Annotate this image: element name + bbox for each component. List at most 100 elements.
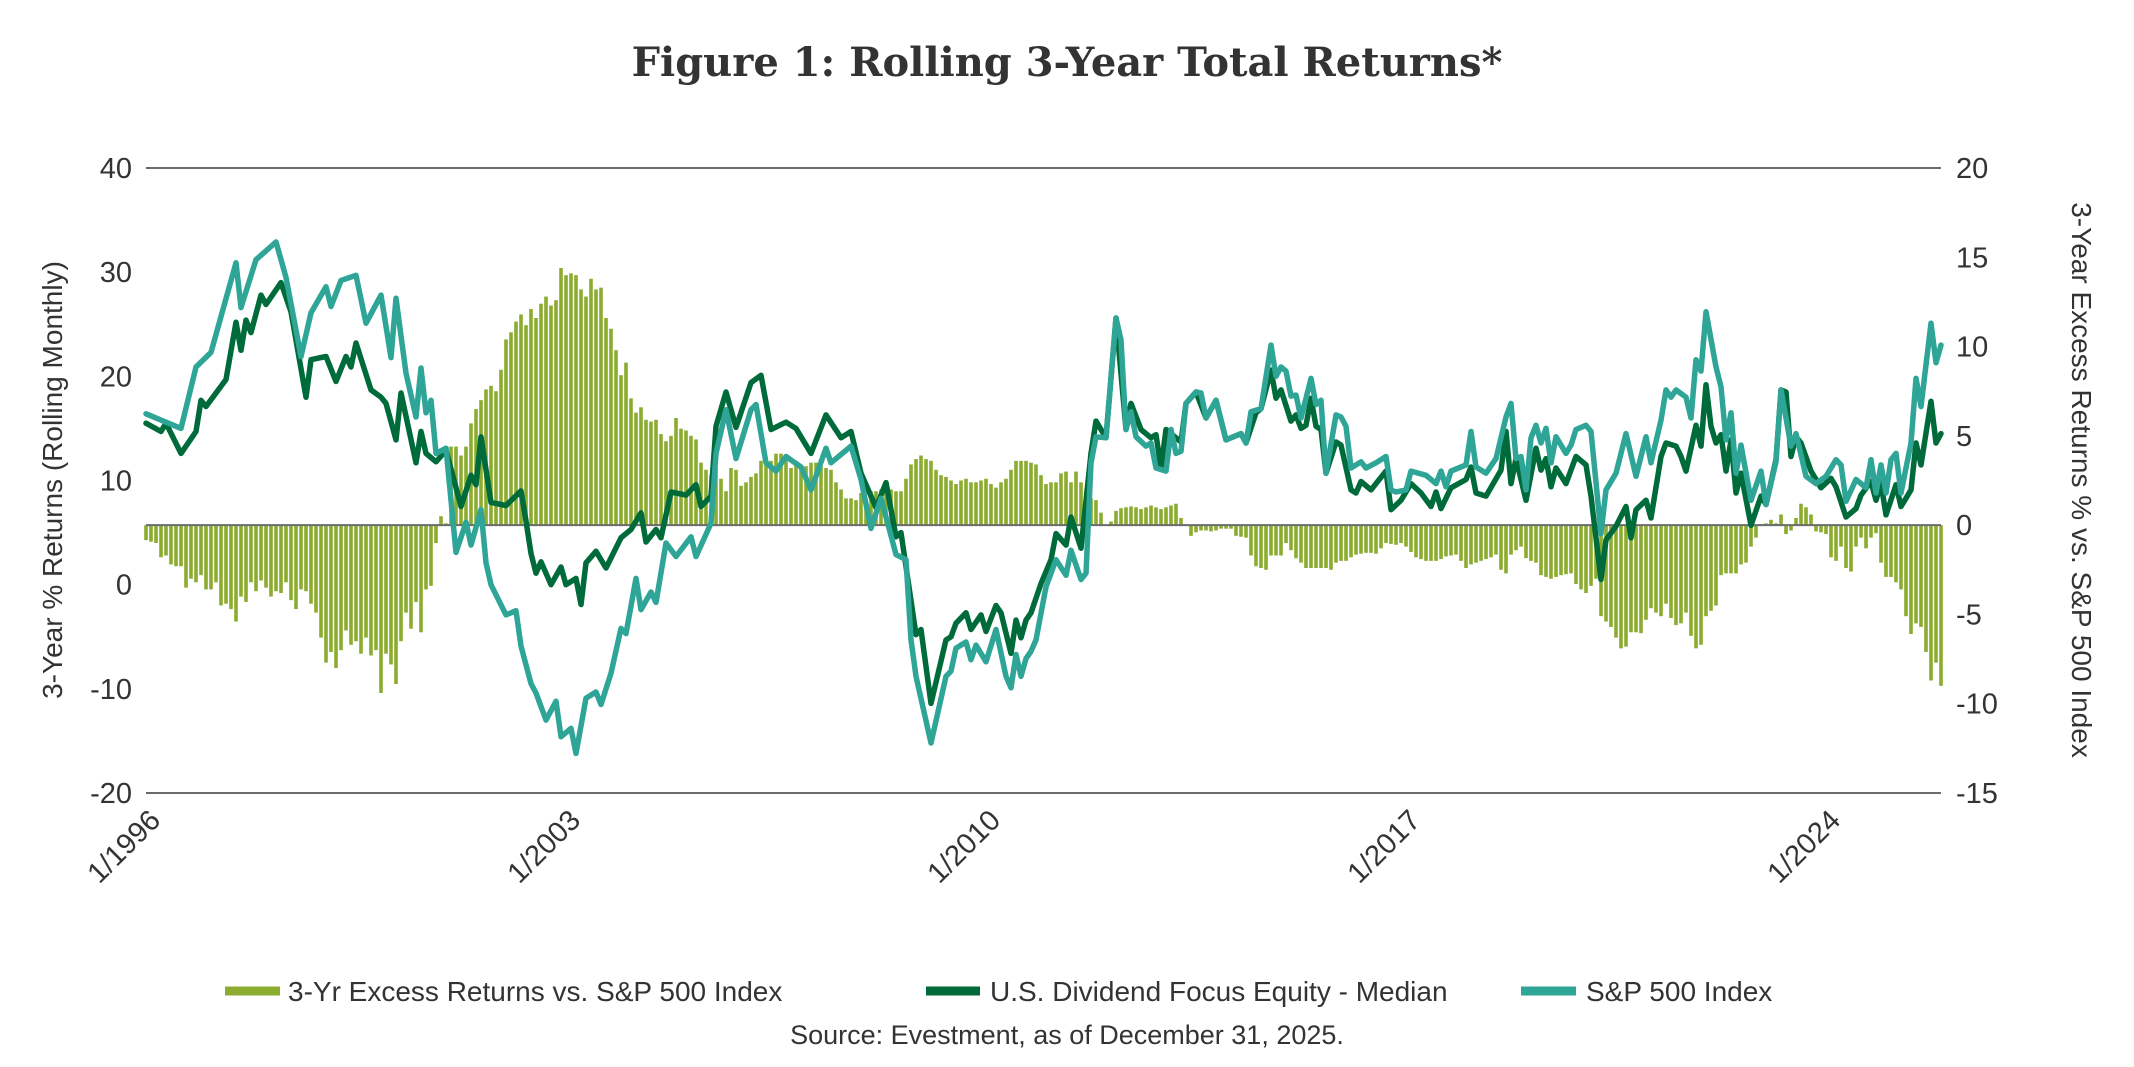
excess-return-bar bbox=[1059, 473, 1063, 526]
excess-return-bar bbox=[1314, 525, 1318, 568]
right-tick-label: 0 bbox=[1956, 510, 1972, 542]
excess-return-bar bbox=[634, 412, 638, 526]
excess-return-bar bbox=[779, 453, 783, 526]
excess-return-bar bbox=[954, 484, 958, 526]
excess-return-bar bbox=[1819, 525, 1823, 533]
excess-return-bar bbox=[1559, 525, 1563, 576]
excess-return-bar bbox=[894, 491, 898, 526]
excess-return-bar bbox=[359, 525, 363, 654]
excess-return-bar bbox=[984, 478, 988, 526]
excess-return-bar bbox=[714, 468, 718, 526]
excess-return-bar bbox=[1284, 525, 1288, 543]
excess-return-bar bbox=[1914, 525, 1918, 624]
excess-return-bar bbox=[1929, 525, 1933, 681]
excess-return-bar bbox=[1609, 525, 1613, 627]
excess-return-bar bbox=[934, 469, 938, 526]
excess-return-bar bbox=[194, 525, 198, 583]
excess-return-bar bbox=[284, 525, 288, 583]
excess-return-bar bbox=[994, 487, 998, 526]
excess-return-bar bbox=[644, 419, 648, 526]
excess-return-bar bbox=[1359, 525, 1363, 554]
excess-return-bar bbox=[1244, 525, 1248, 538]
excess-return-bar bbox=[624, 362, 628, 526]
excess-return-bar bbox=[164, 525, 168, 556]
excess-return-bar bbox=[519, 314, 523, 526]
excess-return-bar bbox=[1389, 525, 1393, 544]
excess-return-bar bbox=[1664, 525, 1668, 604]
excess-return-bar bbox=[169, 525, 173, 565]
excess-return-bar bbox=[749, 476, 753, 526]
excess-return-bar bbox=[489, 385, 493, 526]
excess-return-bar bbox=[1319, 525, 1323, 568]
excess-return-bar bbox=[1459, 525, 1463, 561]
excess-return-bar bbox=[1844, 525, 1848, 568]
excess-return-bar bbox=[809, 462, 813, 526]
excess-return-bar bbox=[1574, 525, 1578, 585]
excess-return-bar bbox=[494, 391, 498, 526]
excess-return-bar bbox=[1299, 525, 1303, 563]
excess-return-bar bbox=[1919, 525, 1923, 627]
excess-return-bar bbox=[179, 525, 183, 567]
excess-return-bar bbox=[1309, 525, 1313, 568]
excess-return-bar bbox=[1464, 525, 1468, 568]
excess-return-bar bbox=[1219, 525, 1223, 529]
excess-return-bar bbox=[1909, 525, 1913, 635]
excess-return-bar bbox=[1894, 525, 1898, 583]
excess-return-bar bbox=[309, 525, 313, 604]
excess-return-bar bbox=[594, 289, 598, 526]
excess-return-bar bbox=[429, 525, 433, 586]
left-tick-label: 40 bbox=[100, 153, 132, 185]
excess-return-bar bbox=[1154, 507, 1158, 526]
excess-return-bar bbox=[1729, 525, 1733, 574]
excess-return-bar bbox=[529, 309, 533, 526]
excess-return-bar bbox=[214, 525, 218, 583]
excess-return-bar bbox=[1484, 525, 1488, 560]
right-tick-label: 15 bbox=[1956, 242, 1988, 274]
left-axis-ticks: 40 30 20 10 0 -10 -20 bbox=[90, 153, 132, 810]
excess-return-bar bbox=[799, 466, 803, 526]
excess-return-bar bbox=[789, 468, 793, 526]
excess-return-bars bbox=[144, 268, 1943, 693]
excess-return-bar bbox=[1679, 525, 1683, 624]
excess-return-bar bbox=[674, 418, 678, 526]
excess-return-bar bbox=[819, 466, 823, 526]
excess-return-bar bbox=[1354, 525, 1358, 555]
excess-return-bar bbox=[1569, 525, 1573, 574]
x-tick-label: 1/2003 bbox=[502, 804, 587, 889]
excess-return-bar bbox=[1589, 525, 1593, 586]
excess-return-bar bbox=[1889, 525, 1893, 577]
excess-return-bar bbox=[649, 421, 653, 526]
excess-return-bar bbox=[929, 460, 933, 526]
excess-return-bar bbox=[1044, 484, 1048, 526]
excess-return-bar bbox=[1014, 460, 1018, 526]
excess-return-bar bbox=[1109, 521, 1113, 526]
excess-return-bar bbox=[1424, 525, 1428, 561]
excess-return-bar bbox=[409, 525, 413, 629]
excess-return-bar bbox=[1194, 525, 1198, 533]
excess-return-bar bbox=[1874, 525, 1878, 534]
excess-return-bar bbox=[1094, 500, 1098, 526]
excess-return-bar bbox=[1189, 525, 1193, 536]
excess-return-bar bbox=[249, 525, 253, 583]
excess-return-bar bbox=[829, 469, 833, 526]
right-axis-title: 3-Year Excess Returns % vs. S&P 500 Inde… bbox=[2066, 202, 2097, 758]
excess-return-bar bbox=[769, 460, 773, 526]
excess-return-bar bbox=[1539, 525, 1543, 576]
excess-return-bar bbox=[1449, 525, 1453, 556]
excess-return-bar bbox=[1039, 475, 1043, 526]
excess-return-bar bbox=[849, 498, 853, 526]
excess-return-bar bbox=[604, 318, 608, 526]
legend-label-excess: 3-Yr Excess Returns vs. S&P 500 Index bbox=[288, 976, 782, 1007]
excess-return-bar bbox=[1329, 525, 1333, 570]
excess-return-bar bbox=[1419, 525, 1423, 560]
excess-return-bar bbox=[734, 469, 738, 526]
excess-return-bar bbox=[1519, 525, 1523, 547]
excess-return-bar bbox=[1439, 525, 1443, 560]
excess-return-bar bbox=[1789, 525, 1793, 531]
legend-item-median: U.S. Dividend Focus Equity - Median bbox=[926, 976, 1448, 1007]
excess-return-bar bbox=[399, 525, 403, 642]
excess-return-bar bbox=[374, 525, 378, 651]
excess-return-bar bbox=[964, 478, 968, 526]
excess-return-bar bbox=[979, 480, 983, 526]
excess-return-bar bbox=[1469, 525, 1473, 565]
